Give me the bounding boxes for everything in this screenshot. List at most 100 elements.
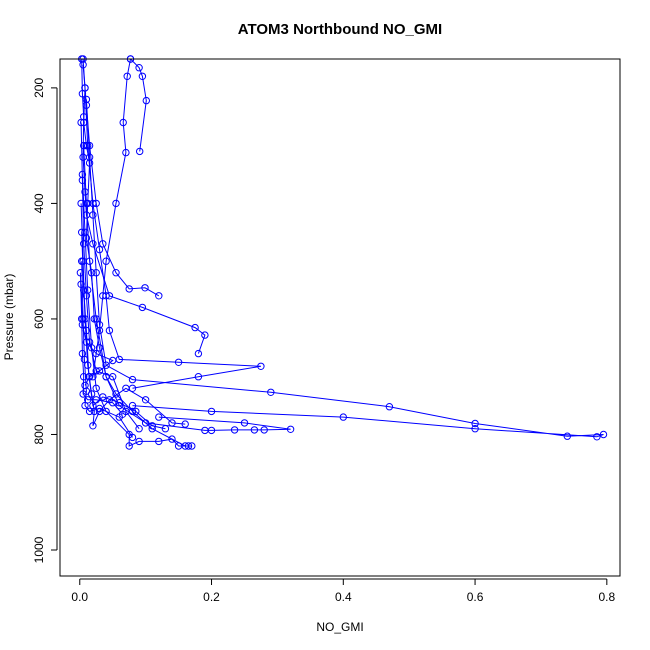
data-point — [78, 349, 87, 358]
data-point — [95, 404, 104, 413]
data-point — [194, 349, 203, 358]
series-line — [81, 261, 133, 438]
data-point — [260, 426, 268, 434]
data-point — [102, 257, 110, 265]
data-point — [89, 240, 97, 248]
data-point — [82, 338, 91, 346]
data-point — [92, 384, 100, 392]
plot-frame — [59, 58, 621, 577]
data-point — [123, 72, 131, 81]
data-point — [89, 211, 97, 219]
x-tick-label: 0.6 — [467, 590, 484, 604]
data-point — [76, 269, 85, 277]
data-point — [141, 396, 150, 404]
data-point — [99, 240, 107, 248]
data-point — [142, 96, 151, 105]
data-point — [385, 403, 394, 411]
data-point — [128, 375, 137, 384]
data-point — [82, 95, 91, 104]
data-point — [194, 373, 203, 381]
data-point — [78, 228, 86, 237]
data-point — [77, 280, 85, 288]
data-point — [148, 422, 156, 430]
data-point — [77, 118, 85, 127]
data-point — [81, 84, 89, 92]
data-point — [257, 362, 265, 370]
data-point — [118, 410, 127, 418]
data-point — [80, 141, 88, 150]
data-point — [128, 433, 137, 442]
data-point — [105, 326, 114, 335]
data-point — [81, 401, 89, 410]
x-axis-label: NO_GMI — [316, 620, 363, 634]
data-point — [339, 413, 347, 421]
data-point — [188, 442, 196, 450]
series-line — [130, 58, 147, 152]
data-point — [599, 430, 608, 439]
data-point — [125, 285, 133, 293]
data-point — [286, 425, 295, 433]
data-point — [92, 315, 100, 323]
data-point — [109, 356, 117, 365]
data-point — [92, 396, 100, 404]
data-point — [109, 399, 117, 407]
x-tick-label: 0.0 — [71, 590, 88, 604]
data-point — [109, 373, 117, 381]
data-point — [79, 390, 87, 398]
data-point — [132, 407, 140, 416]
data-point — [240, 419, 249, 427]
data-point — [174, 442, 183, 450]
data-point — [471, 419, 479, 428]
data-point — [92, 269, 100, 277]
data-point — [85, 153, 94, 161]
data-point — [80, 373, 88, 381]
data-point — [84, 396, 92, 404]
data-point — [79, 61, 87, 69]
data-point — [230, 426, 239, 434]
series-line — [83, 145, 291, 431]
data-point — [85, 407, 94, 416]
data-point — [78, 176, 87, 185]
data-point — [95, 321, 104, 329]
data-point — [471, 425, 479, 433]
data-point — [161, 425, 170, 433]
data-point — [135, 437, 143, 446]
data-point — [90, 315, 99, 323]
data-point — [138, 303, 147, 312]
data-point — [135, 64, 143, 72]
data-point — [119, 118, 127, 127]
x-tick-label: 0.4 — [335, 590, 352, 604]
data-point — [102, 361, 110, 369]
data-point — [174, 358, 183, 366]
data-point — [92, 349, 100, 358]
data-point — [125, 442, 133, 450]
data-point — [201, 331, 209, 339]
data-point — [136, 147, 144, 156]
data-point — [593, 433, 601, 441]
data-point — [102, 292, 110, 300]
chart-title: ATOM3 Northbound NO_GMI — [238, 21, 442, 38]
data-point — [138, 72, 147, 81]
data-point — [89, 401, 97, 410]
y-tick-label: 200 — [32, 78, 46, 98]
y-tick-label: 400 — [32, 193, 46, 213]
y-tick-label: 800 — [32, 424, 46, 444]
data-point — [155, 413, 163, 421]
data-point — [191, 323, 199, 332]
data-point — [85, 373, 94, 381]
series-line — [85, 99, 604, 438]
data-point — [122, 384, 130, 392]
data-point — [95, 344, 104, 352]
y-axis: 200 400 600 800 1000 — [32, 78, 58, 563]
data-point — [80, 240, 88, 248]
data-point — [122, 148, 130, 157]
x-tick-label: 0.8 — [598, 590, 615, 604]
data-point — [95, 367, 104, 375]
data-point — [267, 388, 275, 396]
x-tick-label: 0.2 — [203, 590, 220, 604]
data-point — [155, 437, 163, 446]
data-point — [77, 199, 85, 208]
data-point — [181, 420, 189, 428]
data-series — [76, 55, 608, 450]
